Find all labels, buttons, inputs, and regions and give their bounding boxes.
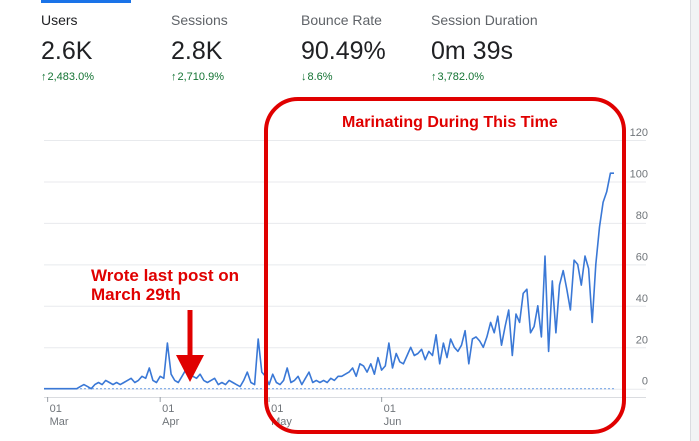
metric-change-value: 2,483.0% [47, 71, 94, 83]
metric-change: ↑3,782.0% [431, 70, 561, 84]
x-tick-month: Mar [50, 416, 69, 428]
metric-label: Users [41, 12, 78, 28]
arrow-up-icon: ↑ [41, 71, 47, 83]
y-tick-label: 100 [630, 168, 648, 180]
metric-value: 90.49% [301, 37, 386, 65]
y-axis-ticks: 0 20 40 60 80 100 120 [630, 127, 648, 388]
metric-label: Sessions [171, 12, 228, 28]
x-tick-month: Apr [162, 416, 179, 428]
metric-bounce-rate[interactable]: Bounce Rate 90.49% ↓8.6% [301, 10, 431, 84]
metric-sessions[interactable]: Sessions 2.8K ↑2,710.9% [171, 10, 301, 84]
metric-value: 2.8K [171, 37, 223, 65]
x-tick-day: 01 [162, 403, 174, 415]
y-tick-label: 60 [636, 251, 648, 263]
x-tick-month: Jun [384, 416, 402, 428]
y-tick-label: 120 [630, 127, 648, 139]
y-tick-label: 80 [636, 210, 648, 222]
metric-change: ↓8.6% [301, 70, 431, 84]
annotation-arrow-head [176, 355, 204, 382]
arrow-up-icon: ↑ [431, 71, 437, 83]
metric-users[interactable]: Users 2.6K ↑2,483.0% [41, 10, 171, 84]
y-tick-label: 0 [642, 376, 648, 388]
metric-change-value: 2,710.9% [177, 71, 224, 83]
x-tick-day: 01 [384, 403, 396, 415]
page-scroll-gutter [691, 0, 699, 441]
y-tick-label: 40 [636, 293, 648, 305]
metric-value: 2.6K [41, 37, 93, 65]
metric-change-value: 8.6% [307, 71, 333, 83]
card-right-border [690, 0, 691, 441]
metric-session-duration[interactable]: Session Duration 0m 39s ↑3,782.0% [431, 10, 561, 84]
metric-label: Bounce Rate [301, 12, 382, 28]
x-tick-day: 01 [50, 403, 62, 415]
series-lines [44, 172, 614, 390]
annotation-post-line1: Wrote last post on [91, 266, 239, 285]
annotation-post-line2: March 29th [91, 285, 181, 304]
arrow-up-icon: ↑ [171, 71, 177, 83]
annotation-box-label: Marinating During This Time [342, 114, 558, 131]
annotation-box [264, 97, 626, 434]
metric-change: ↑2,710.9% [171, 70, 301, 84]
metric-change: ↑2,483.0% [41, 70, 171, 84]
series-line-primary [44, 172, 614, 390]
selected-metric-underline [41, 0, 131, 3]
annotations: Marinating During This Time Wrote last p… [91, 97, 626, 434]
arrow-down-icon: ↓ [301, 71, 307, 83]
metric-label: Session Duration [431, 12, 538, 28]
x-tick-day: 01 [271, 403, 283, 415]
y-tick-label: 20 [636, 334, 648, 346]
metric-change-value: 3,782.0% [437, 71, 484, 83]
metric-value: 0m 39s [431, 37, 513, 65]
